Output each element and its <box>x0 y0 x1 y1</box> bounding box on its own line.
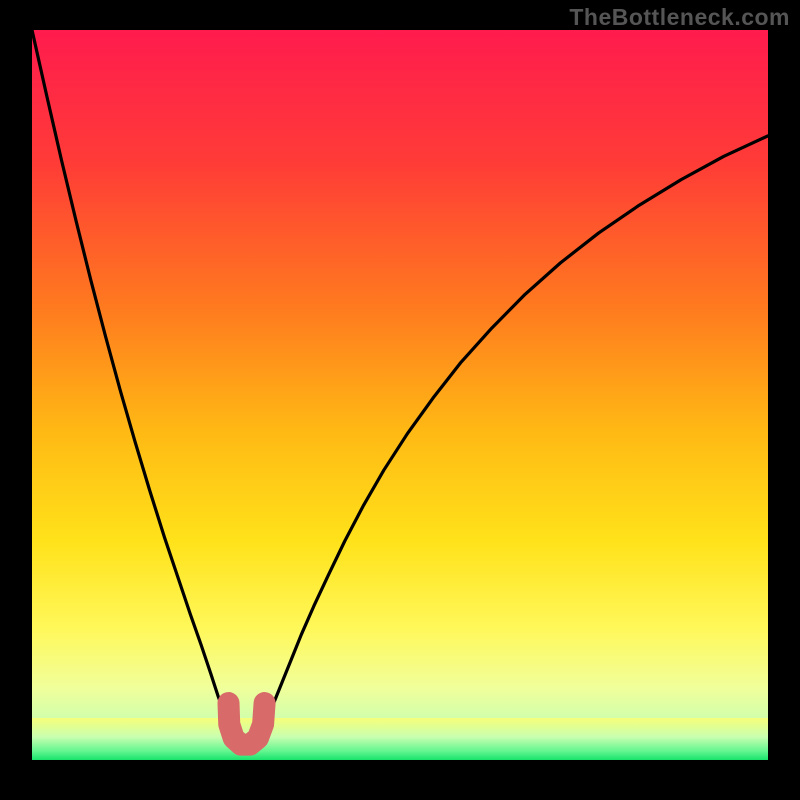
optimum-u-marker <box>32 30 768 760</box>
plot-area <box>32 30 768 760</box>
watermark-text: TheBottleneck.com <box>569 4 790 31</box>
chart-root: TheBottleneck.com <box>0 0 800 800</box>
